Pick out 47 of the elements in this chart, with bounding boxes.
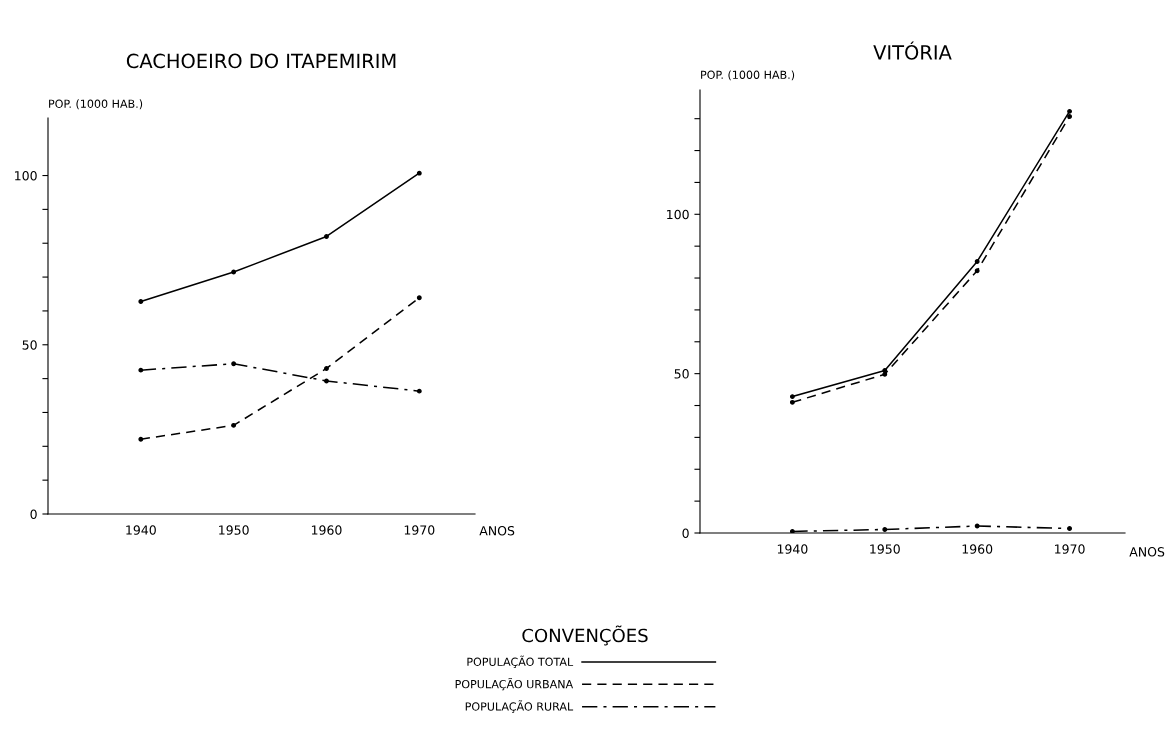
x-tick-label: 1950 [219, 525, 249, 535]
point [324, 378, 329, 384]
x-tick-label: 1940 [126, 525, 156, 535]
point [882, 527, 888, 532]
point [1067, 526, 1072, 531]
point [1067, 108, 1072, 114]
y-axis-title: POP. (1000 HAB.) [49, 99, 143, 110]
point [974, 268, 980, 274]
x-tick-label: 1970 [1055, 544, 1085, 554]
y-tick-label: 100 [15, 171, 37, 181]
point [231, 269, 237, 275]
point [324, 234, 329, 239]
y-tick-label: 0 [682, 528, 689, 538]
x-tick-label: 1940 [777, 544, 808, 554]
point [231, 422, 237, 428]
point [974, 259, 980, 264]
point [416, 295, 422, 301]
point [1067, 114, 1072, 119]
point [789, 528, 795, 533]
x-axis-title: ANOS [479, 525, 515, 536]
point [789, 399, 795, 405]
text: POPULAÇÃO URBANA [455, 677, 574, 691]
point [324, 366, 329, 371]
point [138, 367, 144, 373]
point [138, 436, 144, 442]
y-axis-title: POP. (1000 HAB.) [701, 70, 795, 81]
legend-title: CONVENÇÕES [522, 625, 648, 646]
y-tick-label: 100 [667, 209, 689, 220]
point [789, 394, 795, 400]
chart-title: CACHOEIRO DO ITAPEMIRIM [126, 53, 396, 69]
x-tick-label: 1960 [962, 544, 993, 554]
text: POPULAÇÃO TOTAL [467, 655, 574, 668]
point [138, 299, 144, 304]
y-tick-label: 50 [674, 369, 689, 379]
point [974, 523, 980, 529]
text: POPULAÇÃO RURAL [465, 700, 574, 713]
x-tick-label: 1970 [404, 525, 435, 535]
point [882, 371, 888, 377]
point [416, 388, 422, 394]
x-tick-label: 1950 [870, 544, 900, 554]
chart-title: VITÓRIA [873, 41, 952, 60]
point [416, 170, 422, 176]
y-tick-label: 50 [22, 340, 37, 350]
point [231, 361, 237, 367]
y-tick-label: 0 [30, 509, 37, 519]
x-axis-title: ANOS [1129, 547, 1165, 557]
x-tick-label: 1960 [311, 525, 342, 535]
